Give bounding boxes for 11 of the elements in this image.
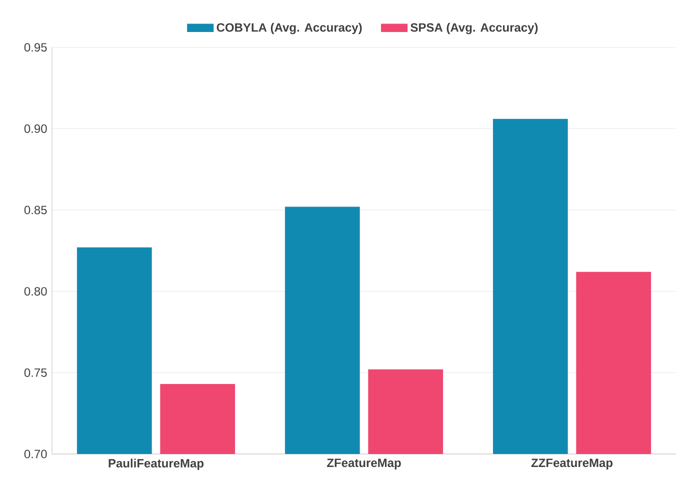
x-tick-label: ZZFeatureMap [531, 458, 613, 470]
y-tick-label: 0.90 [24, 124, 47, 133]
y-tick-label: 0.95 [24, 43, 47, 52]
y-tick-label: 0.80 [24, 287, 47, 296]
legend-label: SPSA (Avg. Accuracy) [410, 22, 538, 34]
y-tick-label: 0.85 [24, 206, 47, 214]
x-tick-label: PauliFeatureMap [108, 458, 204, 470]
y-tick-label: 0.70 [24, 450, 47, 458]
y-tick-label: 0.75 [24, 368, 47, 377]
x-tick-label: ZFeatureMap [327, 458, 401, 470]
legend-label: COBYLA (Avg. Accuracy) [216, 22, 362, 34]
